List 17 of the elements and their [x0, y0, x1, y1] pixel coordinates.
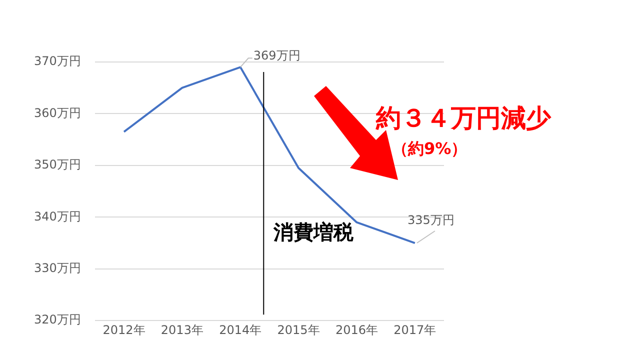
y-tick-label: 360万円 [34, 106, 81, 120]
x-tick-label: 2016年 [335, 322, 378, 337]
y-tick-label: 370万円 [34, 54, 81, 68]
x-tick-label: 2015年 [277, 322, 320, 337]
x-tick-label: 2012年 [102, 322, 146, 337]
y-tick-label: 320万円 [34, 312, 81, 327]
annotation: 369万円 [253, 48, 300, 62]
x-tick-label: 2017年 [394, 322, 436, 337]
y-tick-label: 350万円 [34, 158, 81, 172]
ref-line-label: 消費増税 [272, 220, 355, 244]
x-tick-label: 2014年 [219, 322, 262, 337]
y-tick-label: 330万円 [34, 261, 81, 276]
annotation: 335万円 [407, 213, 454, 228]
x-tick-label: 2013年 [160, 322, 204, 337]
y-tick-label: 340万円 [34, 209, 81, 224]
annotation: （約9%） [392, 139, 468, 158]
annotation: 約３４万円減少 [375, 104, 552, 132]
